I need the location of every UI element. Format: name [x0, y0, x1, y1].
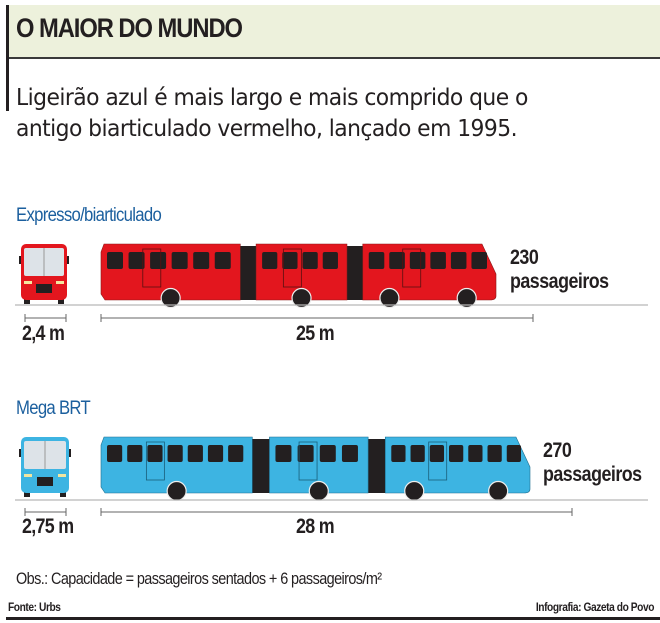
- subtitle-line-2: antigo biarticulado vermelho, lançado em…: [16, 114, 518, 142]
- section-title-mega-brt: Mega BRT: [16, 398, 91, 419]
- window: [410, 445, 425, 462]
- articulation-joint: [346, 246, 363, 300]
- source-credit: Fonte: Urbs: [8, 600, 61, 614]
- window: [150, 252, 167, 269]
- width-label-mega-brt: 2,75 m: [22, 515, 74, 538]
- bottom-rule: [6, 617, 660, 620]
- section-title-expresso: Expresso/biarticulado: [16, 205, 162, 226]
- capacity-value: 270: [543, 439, 572, 462]
- window: [275, 445, 292, 462]
- window: [282, 252, 298, 269]
- grille: [36, 284, 52, 293]
- window: [127, 445, 143, 462]
- door: [402, 248, 422, 288]
- capacity-expresso: 230 passageiros: [510, 246, 609, 294]
- window: [506, 445, 521, 462]
- window: [107, 445, 123, 462]
- bus-front-view: [19, 244, 69, 304]
- mirror: [19, 449, 21, 457]
- wheel: [456, 287, 477, 309]
- window: [171, 252, 188, 269]
- wheel: [488, 480, 509, 502]
- window: [302, 252, 318, 269]
- window: [214, 252, 231, 269]
- window: [450, 252, 467, 269]
- window: [297, 445, 314, 462]
- mirror: [67, 256, 69, 264]
- window: [207, 445, 224, 462]
- subtitle-line-1: Ligeirão azul é mais largo e mais compri…: [16, 83, 528, 111]
- wheel: [160, 287, 181, 309]
- grille: [37, 477, 53, 486]
- wheel: [308, 480, 329, 502]
- window: [429, 445, 445, 462]
- bus-side-view: [100, 436, 531, 502]
- window: [487, 445, 502, 462]
- window: [167, 445, 183, 462]
- capacity-value: 230: [510, 246, 539, 269]
- window: [187, 445, 203, 462]
- header-band: [6, 5, 660, 59]
- window: [147, 445, 163, 462]
- observation-note: Obs.: Capacidade = passageiros sentados …: [16, 569, 382, 588]
- door: [298, 441, 318, 481]
- width-label-expresso: 2,4 m: [22, 322, 65, 345]
- door: [428, 441, 448, 481]
- headlight: [56, 281, 64, 284]
- headlight: [24, 474, 32, 477]
- articulation-joint: [252, 439, 270, 493]
- bus-front-view: [19, 437, 71, 497]
- window: [409, 252, 426, 269]
- capacity-unit: passageiros: [543, 463, 642, 486]
- window: [107, 252, 123, 269]
- capacity-unit: passageiros: [510, 270, 609, 293]
- window: [319, 445, 336, 462]
- wheel: [379, 287, 400, 309]
- length-label-expresso: 25 m: [296, 322, 335, 345]
- bus-group-1: [15, 436, 648, 516]
- door: [282, 248, 302, 288]
- window: [468, 445, 483, 462]
- window: [128, 252, 145, 269]
- length-label-mega-brt: 28 m: [296, 515, 335, 538]
- window: [471, 252, 487, 269]
- door: [145, 441, 165, 481]
- bus-side-view: [100, 243, 497, 309]
- window: [341, 445, 358, 462]
- window: [449, 445, 464, 462]
- mirror: [69, 449, 71, 457]
- subtitle: Ligeirão azul é mais largo e mais compri…: [16, 82, 648, 144]
- window: [193, 252, 210, 269]
- wheel: [291, 287, 312, 309]
- page-title: O MAIOR DO MUNDO: [16, 13, 243, 43]
- accent-bar: [6, 5, 9, 111]
- headlight: [24, 281, 32, 284]
- window: [262, 252, 278, 269]
- window: [430, 252, 446, 269]
- articulation-joint: [240, 246, 257, 300]
- window: [391, 445, 406, 462]
- bus-group-0: [15, 243, 648, 322]
- wheel: [404, 480, 425, 502]
- door: [142, 248, 162, 288]
- headlight: [58, 474, 66, 477]
- window: [389, 252, 405, 269]
- wheel: [166, 480, 187, 502]
- window: [368, 252, 385, 269]
- capacity-mega-brt: 270 passageiros: [543, 439, 642, 487]
- window: [322, 252, 338, 269]
- infographic-credit: Infografia: Gazeta do Povo: [535, 600, 655, 614]
- articulation-joint: [368, 439, 386, 493]
- mirror: [19, 256, 21, 264]
- window: [228, 445, 244, 462]
